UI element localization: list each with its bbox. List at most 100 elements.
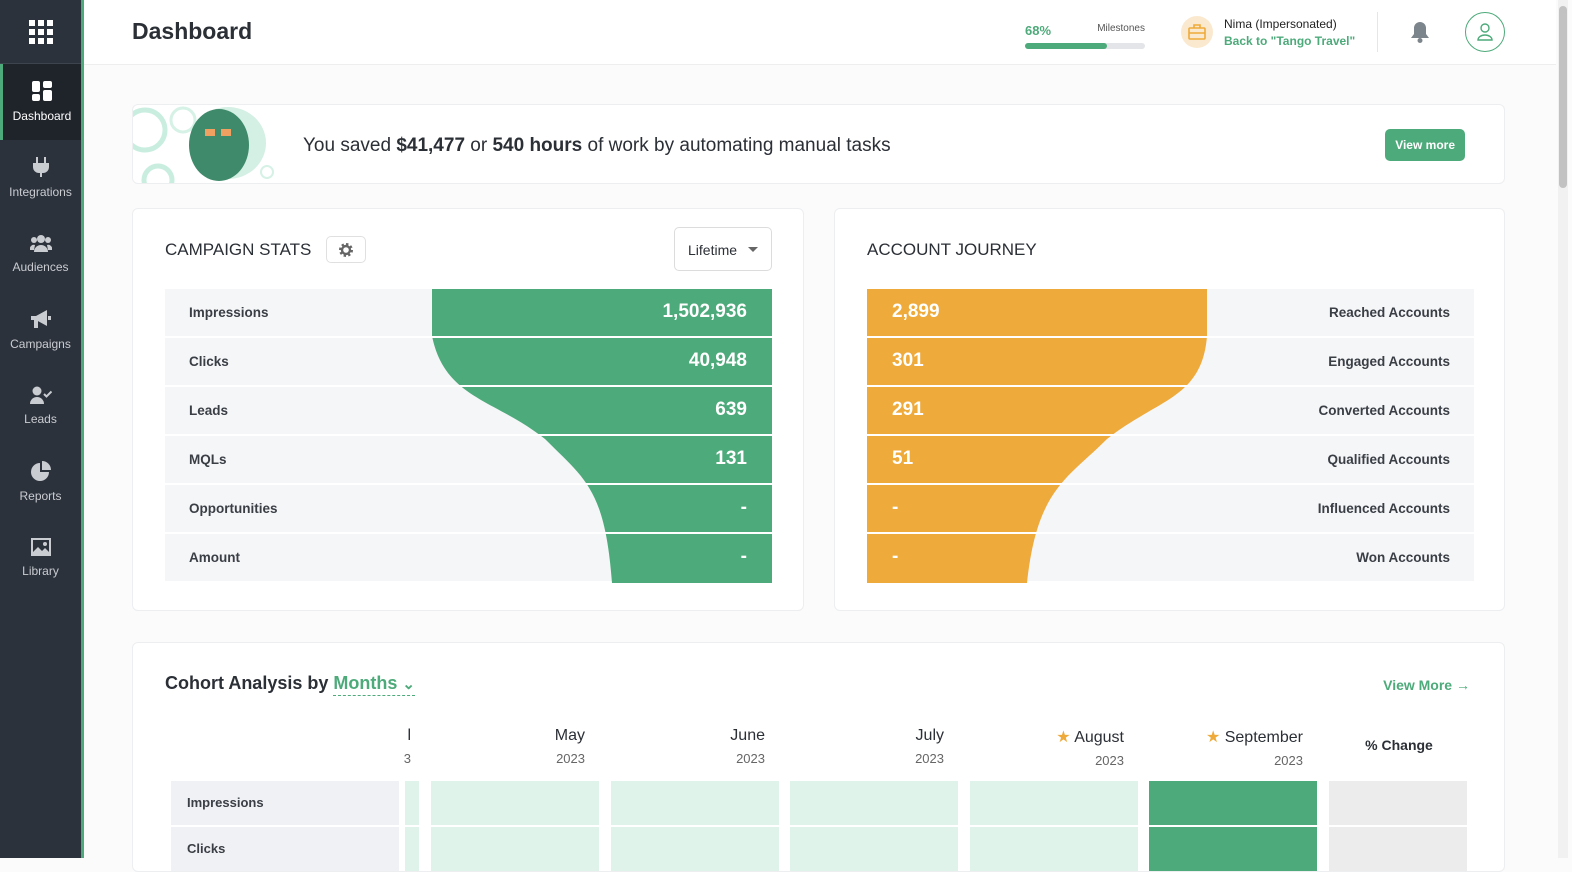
sidebar-item-integrations[interactable]: Integrations <box>0 140 81 216</box>
milestones-progress[interactable]: 68% Milestones <box>1025 22 1145 49</box>
users-icon <box>29 235 52 252</box>
view-more-button[interactable]: View more <box>1385 129 1465 161</box>
bell-icon[interactable] <box>1410 21 1430 48</box>
sidebar-item-dashboard[interactable]: Dashboard <box>0 64 81 140</box>
row-divider <box>867 483 1474 485</box>
back-to-account-link[interactable]: Back to "Tango Travel" <box>1224 33 1356 48</box>
month-header: ★ September 2023 <box>1129 727 1303 768</box>
saved-amount: $41,477 <box>396 135 466 156</box>
savings-text: You saved $41,477 or 540 hours of work b… <box>303 135 891 157</box>
cohort-cell[interactable] <box>790 781 958 825</box>
text: Cohort Analysis by <box>165 673 334 693</box>
milestone-percent: 68% <box>1025 23 1052 38</box>
cohort-cell[interactable] <box>1149 781 1317 825</box>
sidebar-label: Integrations <box>9 185 72 199</box>
cohort-cell[interactable] <box>405 781 419 825</box>
row-label: Qualified Accounts <box>1327 452 1450 467</box>
row-label: Amount <box>189 550 240 565</box>
sidebar-label: Reports <box>19 489 62 503</box>
cohort-cell[interactable] <box>970 827 1138 871</box>
row-value: 1,502,936 <box>662 301 747 322</box>
row-label: Opportunities <box>189 501 278 516</box>
month-header: May 2023 <box>411 727 585 766</box>
chevron-down-icon: ⌄ <box>402 676 415 693</box>
settings-button[interactable] <box>326 236 366 263</box>
row-label: Clicks <box>189 354 229 369</box>
cohort-cell[interactable] <box>970 781 1138 825</box>
card-title: ACCOUNT JOURNEY <box>867 240 1037 259</box>
row-value: - <box>740 546 747 567</box>
sidebar: Dashboard Integrations Audiences Campaig… <box>0 0 84 858</box>
row-divider <box>867 434 1474 436</box>
plug-icon <box>32 157 49 177</box>
row-value: - <box>892 497 899 518</box>
sidebar-item-reports[interactable]: Reports <box>0 444 81 520</box>
cohort-cell[interactable] <box>611 827 779 871</box>
milestone-label: Milestones <box>1097 23 1145 34</box>
user-icon <box>1477 23 1493 41</box>
year: 2023 <box>1274 753 1303 768</box>
row-divider <box>165 336 772 338</box>
briefcase-icon <box>1181 16 1213 48</box>
period-dropdown[interactable]: Months ⌄ <box>333 673 415 696</box>
milestone-bar-fill <box>1025 43 1107 49</box>
percent-change-cell <box>1329 781 1467 825</box>
funnel-shape <box>867 289 1474 583</box>
period-select[interactable]: Lifetime <box>674 227 772 271</box>
row-label: Impressions <box>189 305 269 320</box>
cohort-cell[interactable] <box>431 781 599 825</box>
cohort-cell[interactable] <box>1149 827 1317 871</box>
row-value: 51 <box>892 448 914 469</box>
row-value: 639 <box>715 399 747 420</box>
sidebar-item-library[interactable]: Library <box>0 520 81 596</box>
year: 2023 <box>915 751 944 766</box>
cohort-cell[interactable] <box>790 827 958 871</box>
row-label: Leads <box>189 403 229 418</box>
user-name: Nima (Impersonated) <box>1224 16 1337 31</box>
pie-chart-icon <box>30 461 51 481</box>
user-avatar-button[interactable] <box>1465 12 1505 52</box>
cohort-row-label: Impressions <box>171 781 399 825</box>
money-illustration <box>133 106 274 183</box>
scrollbar[interactable] <box>1558 0 1568 858</box>
saved-hours: 540 hours <box>492 135 583 156</box>
sidebar-label: Dashboard <box>12 109 72 123</box>
sidebar-item-leads[interactable]: Leads <box>0 368 81 444</box>
sidebar-label: Campaigns <box>10 337 71 351</box>
sidebar-item-campaigns[interactable]: Campaigns <box>0 292 81 368</box>
month-header: ★ August 2023 <box>950 727 1124 768</box>
cohort-title: Cohort Analysis by Months ⌄ <box>165 673 415 696</box>
star-icon: ★ <box>1056 729 1075 746</box>
cohort-cell[interactable] <box>405 827 419 871</box>
row-label: Influenced Accounts <box>1317 501 1450 516</box>
sidebar-item-audiences[interactable]: Audiences <box>0 216 81 292</box>
app-grid-icon[interactable] <box>0 0 81 64</box>
campaign-funnel: Impressions Clicks Leads MQLs Opportunities A… <box>165 289 772 583</box>
row-value: - <box>740 497 747 518</box>
sidebar-label: Library <box>22 564 59 578</box>
percent-change-header: % Change <box>1365 737 1433 753</box>
year: 2023 <box>1095 753 1124 768</box>
row-label: Reached Accounts <box>1328 305 1450 320</box>
campaign-stats-card: CAMPAIGN STATS Lifetime Impressions Click… <box>132 208 804 611</box>
row-value: 40,948 <box>688 350 747 371</box>
scrollbar-thumb[interactable] <box>1559 6 1567 188</box>
month: September <box>1224 729 1303 746</box>
star-icon: ★ <box>1205 729 1225 746</box>
row-label: Won Accounts <box>1356 550 1450 565</box>
cohort-cell[interactable] <box>611 781 779 825</box>
divider <box>1377 12 1378 52</box>
sidebar-label: Leads <box>24 412 57 426</box>
user-check-icon <box>29 386 52 404</box>
savings-banner: You saved $41,477 or 540 hours of work b… <box>132 104 1505 184</box>
text: Months <box>333 673 398 693</box>
row-divider <box>867 336 1474 338</box>
cohort-cell[interactable] <box>431 827 599 871</box>
megaphone-icon <box>30 310 51 328</box>
account-journey-card: ACCOUNT JOURNEY Reached Accounts Engaged … <box>834 208 1505 611</box>
dashboard-icon <box>32 81 52 101</box>
row-label: Converted Accounts <box>1318 403 1450 418</box>
journey-funnel: Reached Accounts Engaged Accounts Converte… <box>867 289 1474 583</box>
view-more-link[interactable]: View More → <box>1383 677 1470 693</box>
